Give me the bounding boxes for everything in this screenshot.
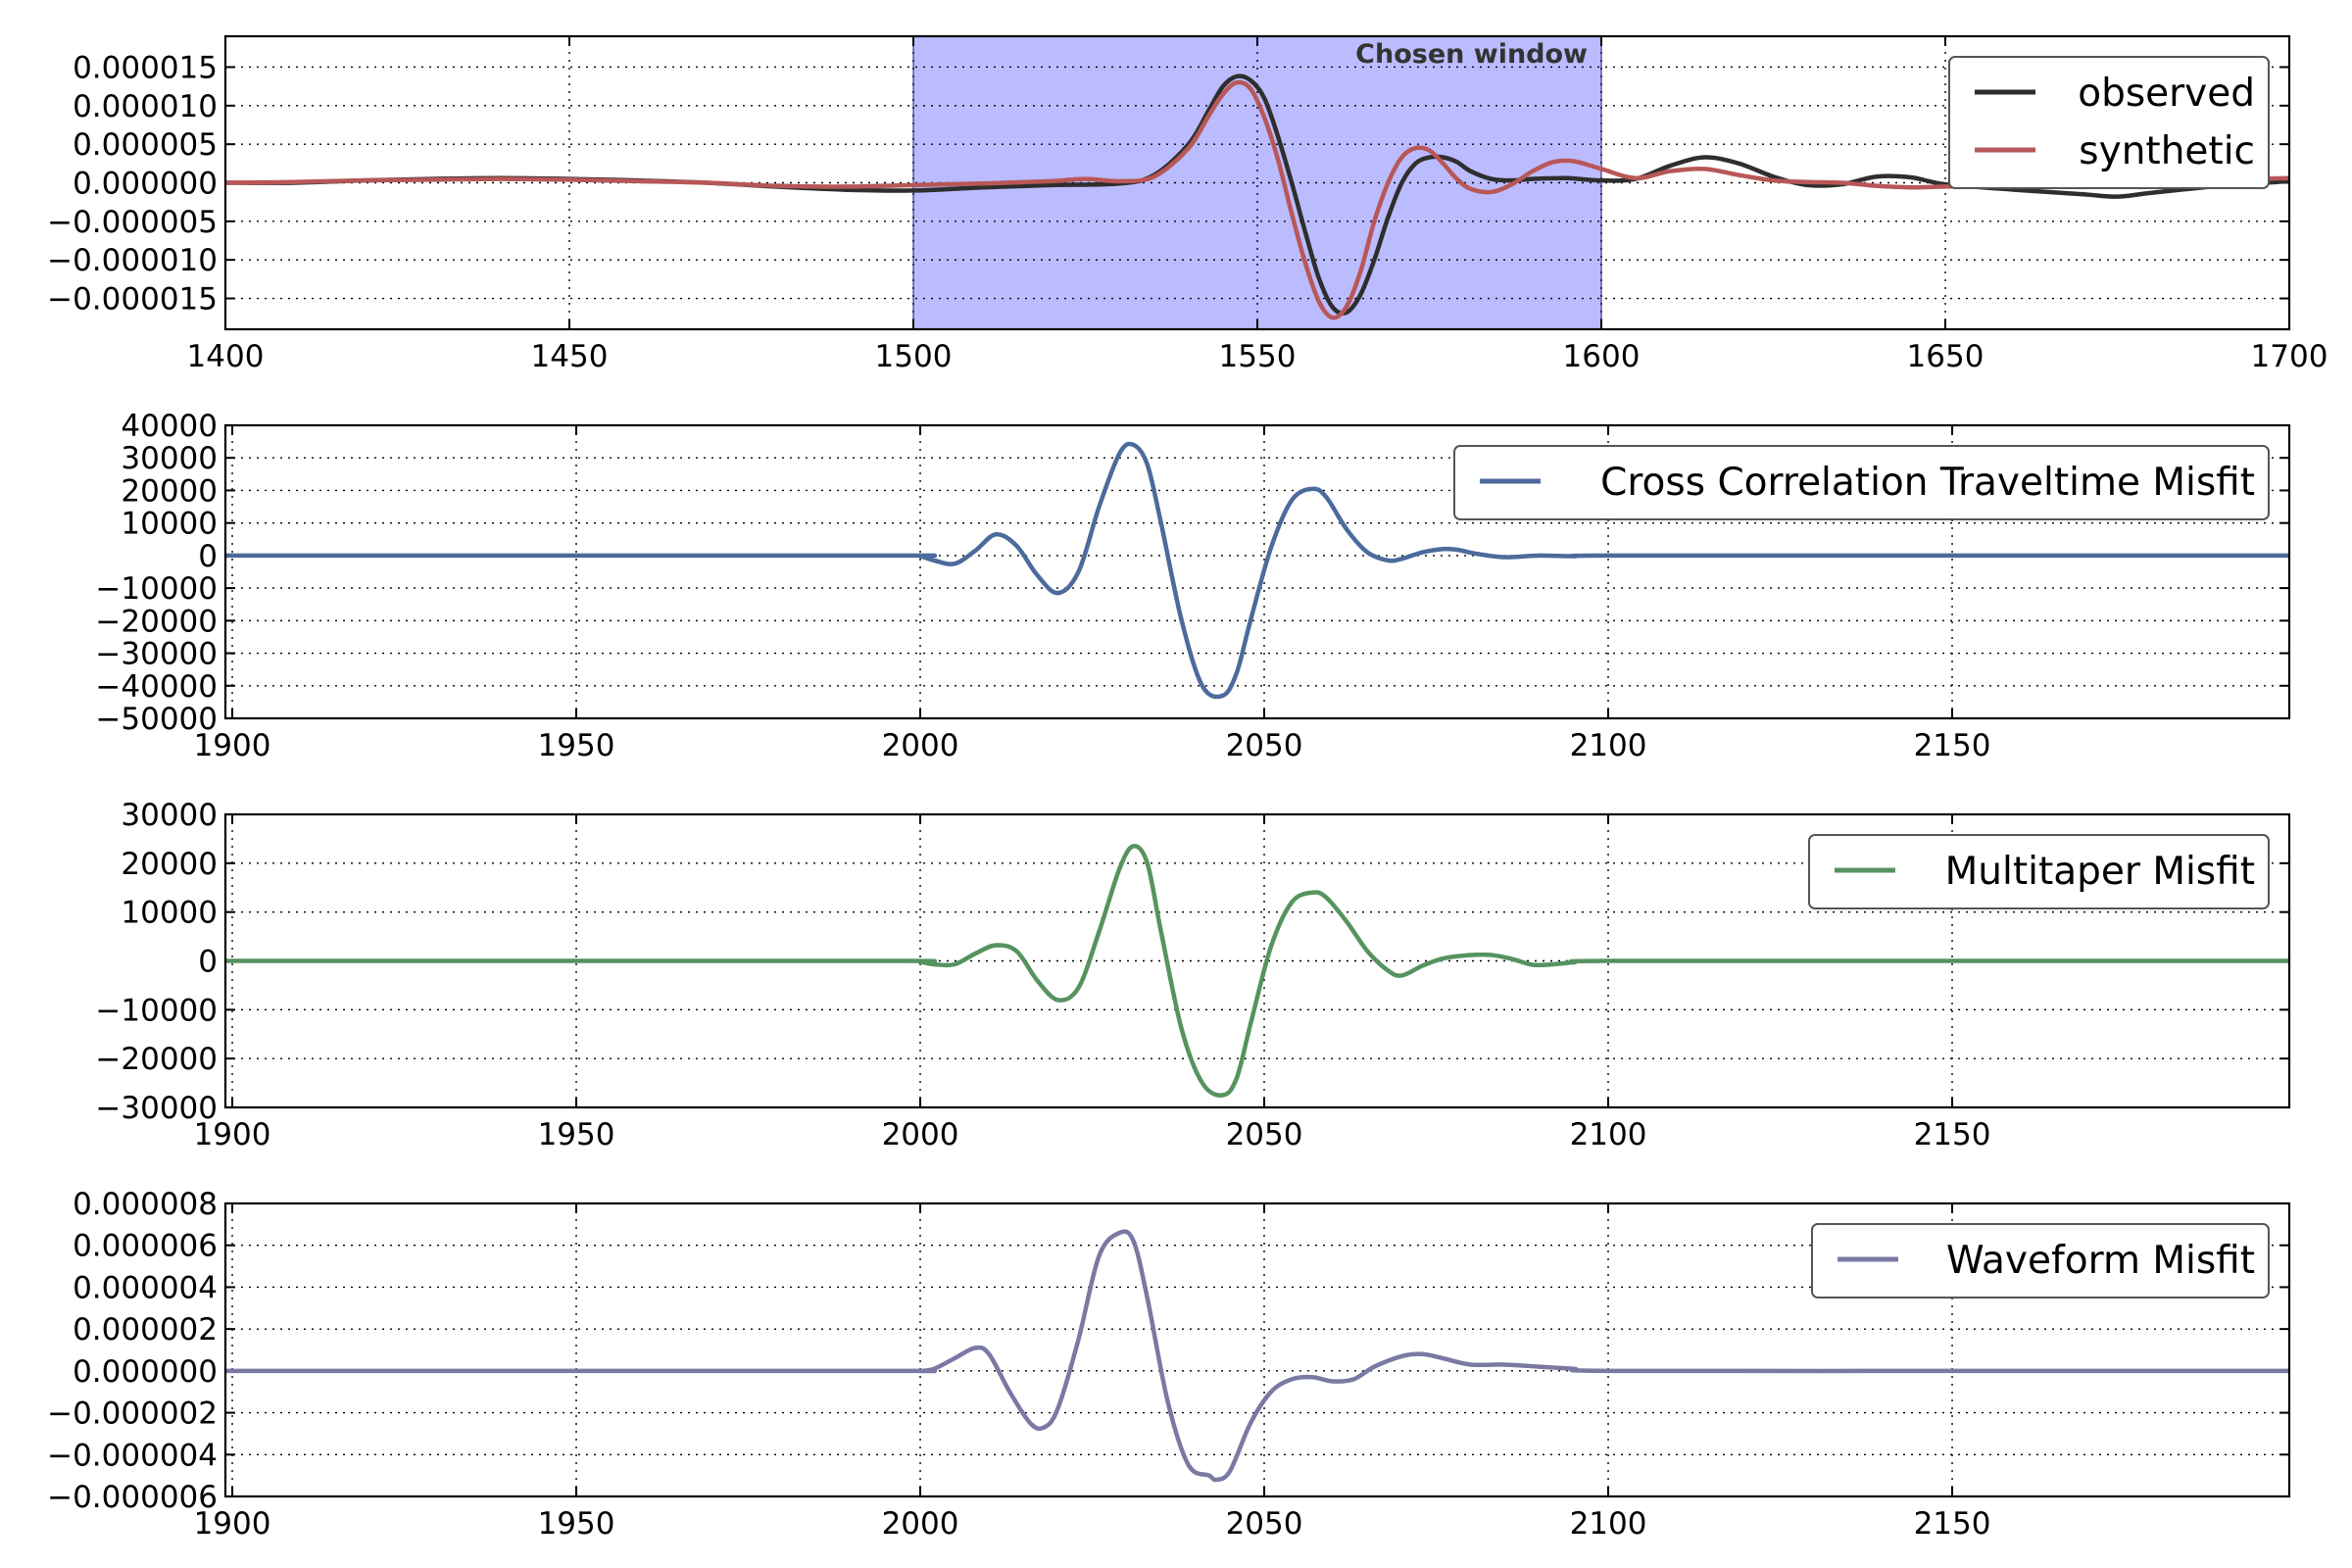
x-tick-label: 1900 (194, 1506, 271, 1542)
y-tick-label: −0.000002 (47, 1396, 218, 1432)
legend: Multitaper Misfit (1808, 834, 2270, 909)
x-tick-label: 1650 (1907, 339, 1984, 374)
x-tick-label: 2050 (1226, 1506, 1303, 1542)
y-tick-label: 0.000004 (73, 1270, 218, 1305)
y-tick-label: −0.000004 (47, 1438, 218, 1473)
chart-panel-1: Chosen window 1400 1450 1500 1550 1600 1650 170… (47, 34, 2328, 374)
y-tick-label: −30000 (95, 637, 218, 672)
y-tick-label: 30000 (121, 798, 218, 833)
plot-frame (223, 34, 2291, 331)
chart-panel-4: 1900 1950 2000 2050 2100 2150 0.000008 0.000006… (47, 1187, 2291, 1542)
x-tick-label: 2050 (1226, 728, 1303, 763)
x-tick-label: 1400 (187, 339, 265, 374)
y-tick-label: −0.000015 (47, 282, 218, 318)
x-tick-label: 2000 (882, 1506, 959, 1542)
y-tick-label: −50000 (95, 702, 218, 737)
plot-frame (223, 812, 2291, 1109)
y-tick-label: 0.000000 (73, 167, 218, 202)
legend: Waveform Misfit (1811, 1223, 2270, 1298)
series-line-synthetic (225, 79, 2289, 320)
x-tick-label: 1900 (194, 1117, 271, 1152)
legend-label: Multitaper Misfit (1945, 850, 2255, 894)
legend-box (1808, 834, 2270, 909)
y-tick-label: 20000 (121, 473, 218, 509)
series-line-waveform-misfit (225, 1229, 2289, 1483)
y-tick-label: 0.000005 (73, 127, 218, 163)
legend: observed synthetic (1948, 56, 2270, 189)
y-tick-label: 0.000008 (73, 1187, 218, 1222)
y-tick-label: −0.000010 (47, 243, 218, 278)
legend-box (1811, 1223, 2270, 1298)
y-tick-label: 0.000000 (73, 1354, 218, 1390)
window-label: Chosen window (1355, 39, 1588, 70)
x-tick-label: 2150 (1914, 728, 1991, 763)
x-tick-label: 2100 (1570, 728, 1647, 763)
x-tick-label: 1550 (1219, 339, 1297, 374)
series-line-multitaper-misfit (225, 844, 2289, 1098)
series-line-cross-correlation-traveltime-misfit (225, 441, 2289, 700)
x-tick-label: 2100 (1570, 1506, 1647, 1542)
x-tick-label: 1500 (875, 339, 953, 374)
legend: Cross Correlation Traveltime Misfit (1453, 445, 2270, 520)
x-tick-label: 2000 (882, 1117, 959, 1152)
chart-panel-3: 1900 1950 2000 2050 2100 2150 30000 20000 10000 0… (95, 798, 2291, 1152)
x-tick-label: 2150 (1914, 1506, 1991, 1542)
y-tick-label: 40000 (121, 409, 218, 444)
legend-box (1453, 445, 2270, 520)
y-tick-label: 20000 (121, 847, 218, 882)
y-tick-label: 0.000002 (73, 1312, 218, 1348)
x-tick-label: 1700 (2251, 339, 2328, 374)
x-tick-label: 1450 (531, 339, 609, 374)
legend-label: observed (2078, 72, 2255, 116)
legend-label: Cross Correlation Traveltime Misfit (1600, 461, 2255, 505)
y-tick-label: −0.000005 (47, 205, 218, 240)
legend-label: synthetic (2079, 129, 2255, 173)
x-tick-label: 1600 (1563, 339, 1641, 374)
legend-label: Waveform Misfit (1946, 1239, 2255, 1283)
y-tick-label: −20000 (95, 1042, 218, 1077)
x-tick-label: 2050 (1226, 1117, 1303, 1152)
x-tick-label: 2100 (1570, 1117, 1647, 1152)
y-tick-label: 0.000006 (73, 1229, 218, 1264)
y-tick-label: 0.000010 (73, 89, 218, 124)
plot-frame (223, 1201, 2291, 1498)
y-tick-label: 0 (198, 539, 218, 574)
y-tick-label: 10000 (121, 507, 218, 542)
y-tick-label: −0.000006 (47, 1480, 218, 1515)
x-tick-label: 1950 (538, 728, 615, 763)
series-line-observed (225, 74, 2289, 316)
x-tick-label: 2150 (1914, 1117, 1991, 1152)
y-tick-label: 10000 (121, 896, 218, 931)
x-tick-label: 2000 (882, 728, 959, 763)
y-tick-label: 30000 (121, 441, 218, 476)
y-tick-label: −30000 (95, 1091, 218, 1126)
y-tick-label: 0.000015 (73, 50, 218, 85)
y-tick-label: −20000 (95, 604, 218, 639)
y-tick-label: −40000 (95, 669, 218, 705)
x-tick-label: 1950 (538, 1506, 615, 1542)
y-tick-label: 0 (198, 945, 218, 980)
chart-panel-2: 1900 1950 2000 2050 2100 2150 4000030000200001… (95, 409, 2291, 763)
y-tick-label: −10000 (95, 571, 218, 607)
x-tick-label: 1900 (194, 728, 271, 763)
y-tick-label: −10000 (95, 993, 218, 1028)
plot-frame (223, 423, 2291, 720)
x-tick-label: 1950 (538, 1117, 615, 1152)
